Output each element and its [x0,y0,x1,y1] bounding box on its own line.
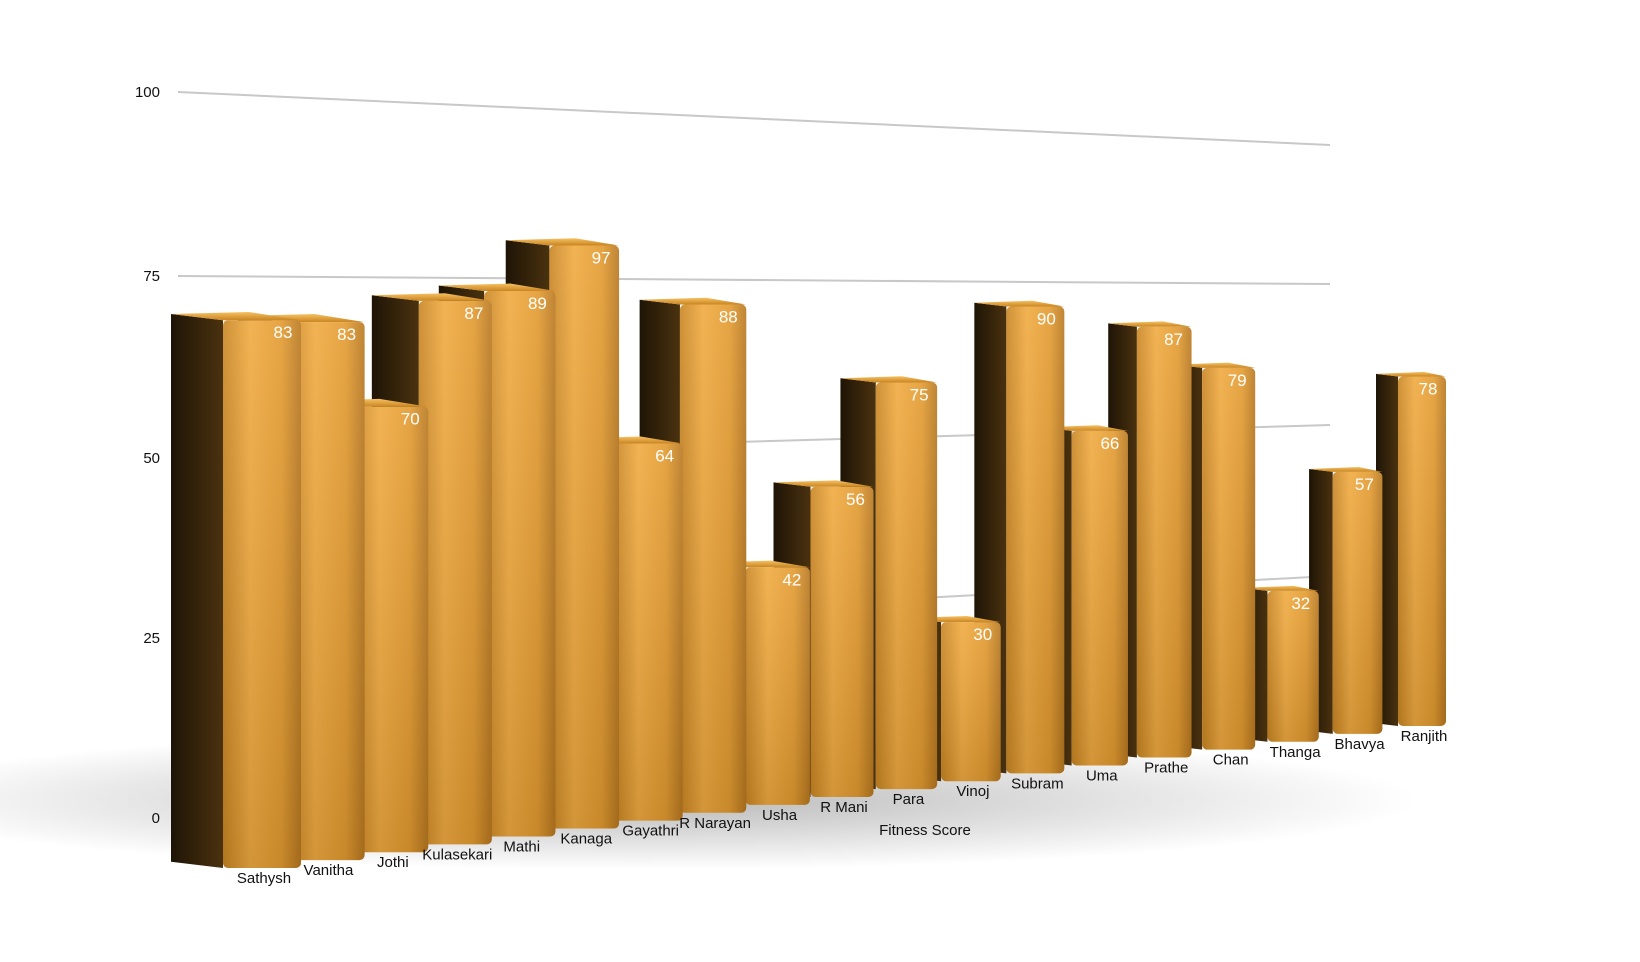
category-labels: Sathysh Vanitha Jothi Kulasekari Mathi Kanaga… [237,728,1447,887]
data-label: 75 [910,385,929,404]
bar-top [840,376,938,383]
bar-top [171,311,301,321]
bar-top [1242,585,1319,591]
y-tick-label: 75 [143,268,160,285]
gridline [177,91,1331,146]
bar-face-shade [941,622,1001,782]
y-tick-label: 0 [152,810,160,827]
bar-top [773,480,874,487]
data-label: 56 [846,490,865,509]
x-axis-title: Fitness Score [879,822,971,839]
data-label: 57 [1355,475,1374,494]
bar-face-shade [1398,376,1446,726]
category-label: R Narayan [679,815,751,832]
bars: 78 57 32 79 87 66 90 30 75 56 42 88 64 97 89 87 70 83 83 [171,238,1446,869]
category-label: Subram [1011,775,1064,792]
category-label: Kanaga [560,831,612,848]
category-label: R Mani [820,799,868,816]
data-label: 32 [1291,594,1310,613]
category-label: Sathysh [237,870,291,887]
y-tick-label: 50 [143,450,160,467]
bar-face-shade [1332,471,1383,734]
bar-face-shade [810,486,874,797]
bar-face-shade [1006,306,1065,774]
category-label: Bhavya [1335,736,1386,753]
data-label: 70 [401,410,420,429]
bar-top [438,283,556,291]
bar-face-shade [1136,326,1192,758]
y-tick-label: 25 [143,630,160,647]
data-label: 79 [1228,371,1247,390]
bar-face-shade [484,290,556,837]
data-label: 66 [1100,434,1119,453]
category-label: Mathi [503,838,540,855]
category-label: Kulasekari [422,846,492,863]
gridline [177,275,1331,285]
bar-top [1108,321,1192,327]
y-tick-label: 100 [135,84,160,101]
category-label: Uma [1086,767,1118,784]
data-label: 87 [1164,330,1183,349]
category-label: Para [893,791,925,808]
bar: 83 [171,311,301,869]
bar-face-shade [1071,430,1128,766]
bar-top [974,300,1065,307]
bar-side [171,313,223,869]
category-label: Vinoj [956,783,989,800]
y-axis-ticks: 0 25 50 75 100 [135,84,160,827]
bar-face-shade [875,382,938,790]
bar-face-shade [614,443,683,821]
data-label: 83 [274,323,293,342]
category-label: Chan [1213,752,1249,769]
data-label: 87 [464,304,483,323]
bar-top [1309,466,1383,472]
category-label: Prathe [1144,760,1188,777]
data-label: 83 [337,325,356,344]
category-label: Thanga [1270,744,1322,761]
bar-face-shade [1202,367,1256,750]
bar-face-shade [1267,590,1319,742]
bar: 57 [1309,466,1383,734]
data-label: 90 [1037,310,1056,329]
bar-top [1376,371,1446,377]
category-label: Ranjith [1401,728,1448,745]
category-label: Vanitha [304,862,354,879]
bar-face-shade [288,322,365,861]
bar-face-shade [745,567,810,805]
data-label: 64 [655,446,674,465]
category-label: Usha [762,807,798,824]
bar-face-shade [549,245,620,829]
bar-top [1175,362,1256,368]
bar-face-shade [418,300,492,845]
data-label: 30 [973,625,992,644]
bar: 78 [1376,371,1446,726]
data-label: 88 [719,308,738,327]
data-label: 97 [592,248,611,267]
category-label: Jothi [377,854,409,871]
bar-face-shade [223,320,301,868]
data-label: 78 [1419,380,1438,399]
data-label: 42 [782,570,801,589]
bar-face-shade [679,304,747,813]
bar-top [371,293,492,301]
category-label: Gayathri [622,823,679,840]
bar-top [505,238,620,246]
bar-top [639,297,747,305]
data-label: 89 [528,294,547,313]
bar-face-shade [353,406,429,853]
